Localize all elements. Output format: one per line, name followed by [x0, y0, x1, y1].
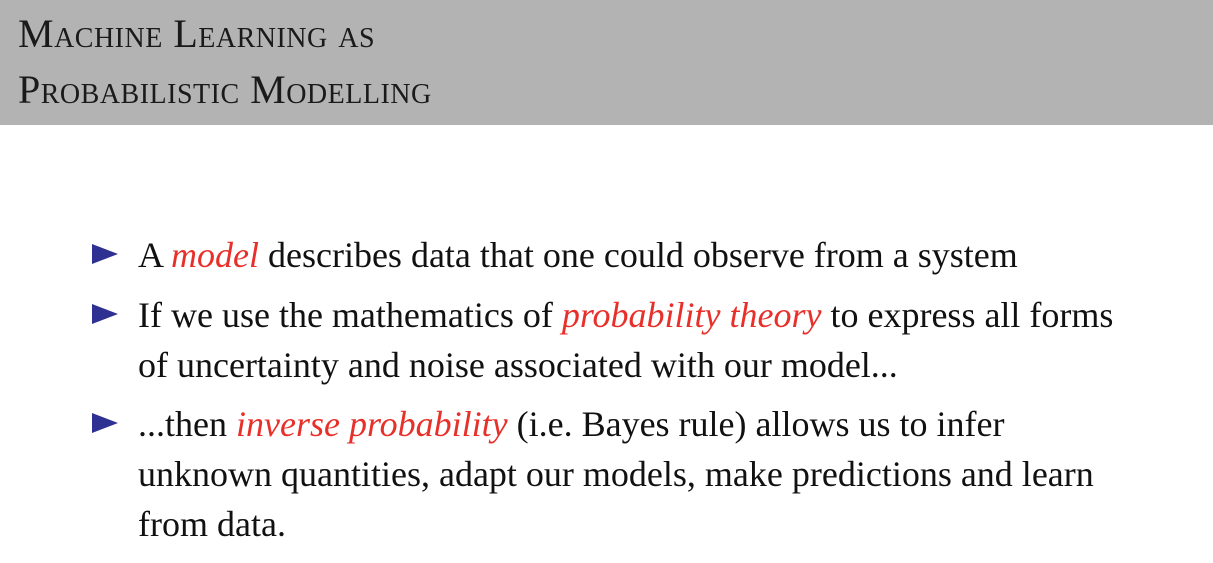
bullet-text-pre: A	[138, 235, 172, 275]
slide-title-line-2: Probabilistic Modelling	[18, 67, 432, 112]
bullet-text-post: (i.e. Bayes rule) allows us to infer unk…	[138, 404, 1094, 544]
bullet-text-pre: If we use the mathematics of	[138, 295, 562, 335]
bullet-list: A model describes data that one could ob…	[90, 230, 1190, 558]
bullet-emphasis: probability theory	[561, 295, 822, 335]
bullet-text-post: to express all forms of uncertainty and …	[138, 295, 1114, 385]
bullet-item: If we use the mathematics of probability…	[90, 290, 1138, 390]
slide-title-line-1: Machine Learning as	[18, 11, 376, 56]
bullet-text-post: describes data that one could observe fr…	[259, 235, 1018, 275]
bullet-emphasis: model	[171, 235, 259, 275]
right-triangle-icon	[92, 413, 118, 433]
title-bar: Machine Learning as Probabilistic Modell…	[0, 0, 1213, 125]
bullet-item: A model describes data that one could ob…	[90, 230, 1190, 280]
right-triangle-icon	[92, 244, 118, 264]
bullet-emphasis: inverse probability	[235, 404, 508, 444]
bullet-text-pre: ...then	[138, 404, 236, 444]
right-triangle-icon	[92, 304, 118, 324]
bullet-item: ...then inverse probability (i.e. Bayes …	[90, 399, 1138, 549]
